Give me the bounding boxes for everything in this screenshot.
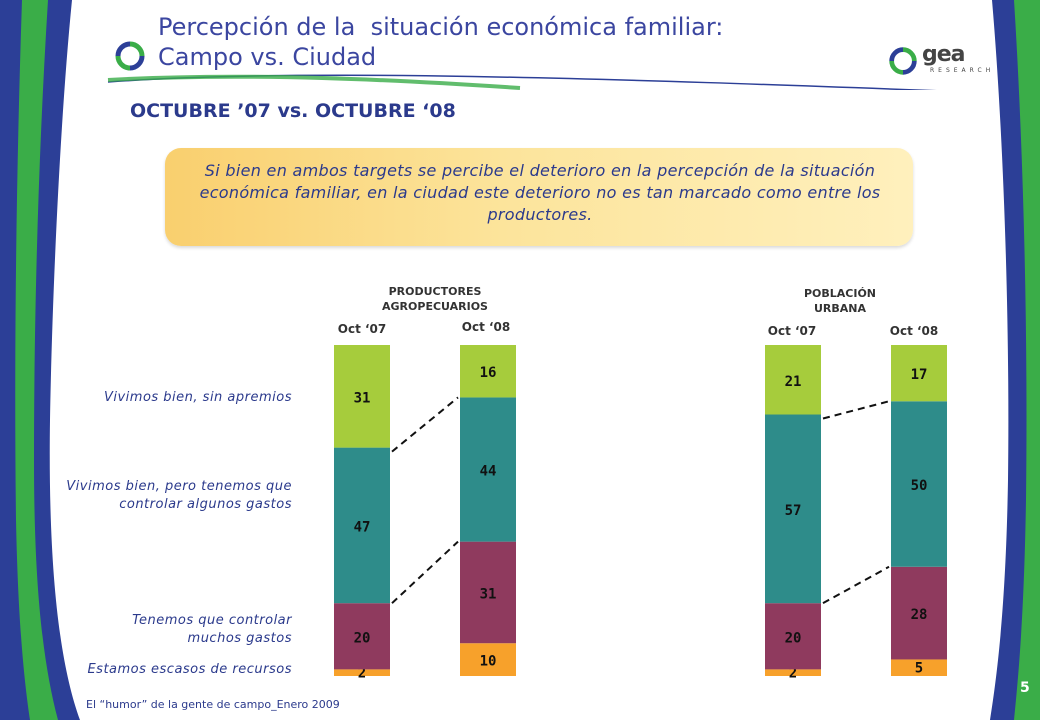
left-side-band [0, 0, 80, 720]
bar-segment-prod-oct07-2 [334, 447, 390, 604]
data-label-prod-oct07-0: 2 [358, 666, 366, 682]
data-label-prod-oct07-2: 47 [354, 519, 371, 535]
group-title-productores: PRODUCTORES AGROPECUARIOS [382, 285, 488, 313]
data-label-urb-oct07-1: 20 [785, 630, 802, 646]
data-label-urb-oct07-3: 21 [785, 374, 802, 390]
data-label-urb-oct08-0: 5 [915, 661, 923, 677]
bar-segment-urb-oct07-1 [765, 603, 821, 670]
logo-text: gea [922, 42, 966, 67]
connector-line-1-0 [822, 565, 890, 605]
gea-emblem-icon [889, 47, 917, 75]
col-label-prod-08: Oct ‘08 [461, 320, 511, 334]
group-title-urbana: POBLACIÓN URBANA [803, 287, 877, 315]
connector-line-0-0 [391, 540, 459, 604]
bar-segment-urb-oct07-0 [765, 669, 821, 676]
right-side-band [990, 0, 1040, 720]
insight-text: Si bien en ambos targets se percibe el d… [199, 161, 881, 224]
bar-segment-prod-oct08-0 [460, 643, 516, 676]
col-label-urb-08: Oct ‘08 [889, 324, 939, 338]
bar-segment-urb-oct08-3 [891, 345, 947, 402]
row-label-controlar-algunos: Vivimos bien, pero tenemos que controlar… [66, 479, 292, 512]
data-label-urb-oct08-3: 17 [911, 367, 928, 383]
title-line-1: Percepción de la situación económica fam… [158, 13, 724, 41]
data-label-urb-oct07-0: 2 [789, 666, 797, 682]
page-number: 5 [1020, 680, 1030, 696]
bar-segment-urb-oct08-2 [891, 401, 947, 567]
data-label-urb-oct08-2: 50 [911, 478, 928, 494]
data-label-prod-oct07-3: 31 [354, 390, 371, 406]
footer-text: El “humor” de la gente de campo_Enero 20… [86, 698, 340, 711]
bar-segment-urb-oct07-2 [765, 414, 821, 604]
data-label-urb-oct07-2: 57 [785, 503, 802, 519]
bar-segment-urb-oct08-1 [891, 566, 947, 660]
data-label-prod-oct08-2: 44 [480, 464, 497, 480]
title-line-2: Campo vs. Ciudad [158, 43, 377, 71]
bar-segment-prod-oct07-3 [334, 345, 390, 448]
bar-segment-urb-oct08-0 [891, 659, 947, 676]
row-label-escasos: Estamos escasos de recursos [87, 662, 292, 677]
row-label-controlar-muchos: Tenemos que controlar muchos gastos [132, 613, 292, 646]
gea-research-logo: gea RESEARCH [886, 42, 996, 80]
data-label-prod-oct07-1: 20 [354, 630, 371, 646]
bar-segment-prod-oct07-1 [334, 603, 390, 670]
data-label-prod-oct08-0: 10 [480, 654, 497, 670]
bar-segment-urb-oct07-3 [765, 345, 821, 415]
header-swoosh [107, 74, 937, 90]
connector-line-1-1 [822, 400, 890, 420]
col-label-prod-07: Oct ‘07 [337, 322, 387, 336]
data-label-prod-oct08-1: 31 [480, 586, 497, 602]
bar-segment-prod-oct08-1 [460, 541, 516, 644]
gea-logo-icon [115, 41, 145, 71]
bar-segment-prod-oct07-0 [334, 669, 390, 676]
logo-subtext: RESEARCH [930, 67, 995, 74]
data-label-prod-oct08-3: 16 [480, 365, 497, 381]
insight-callout: Si bien en ambos targets se percibe el d… [165, 148, 913, 246]
connector-line-0-1 [391, 396, 459, 453]
col-label-urb-07: Oct ‘07 [767, 324, 817, 338]
data-label-urb-oct08-1: 28 [911, 607, 928, 623]
bar-segment-prod-oct08-2 [460, 397, 516, 542]
bar-segment-prod-oct08-3 [460, 345, 516, 398]
row-label-vivimos-bien: Vivimos bien, sin apremios [103, 390, 292, 405]
period-subtitle: OCTUBRE ’07 vs. OCTUBRE ‘08 [130, 100, 456, 122]
page-title: Percepción de la situación económica fam… [158, 12, 798, 72]
